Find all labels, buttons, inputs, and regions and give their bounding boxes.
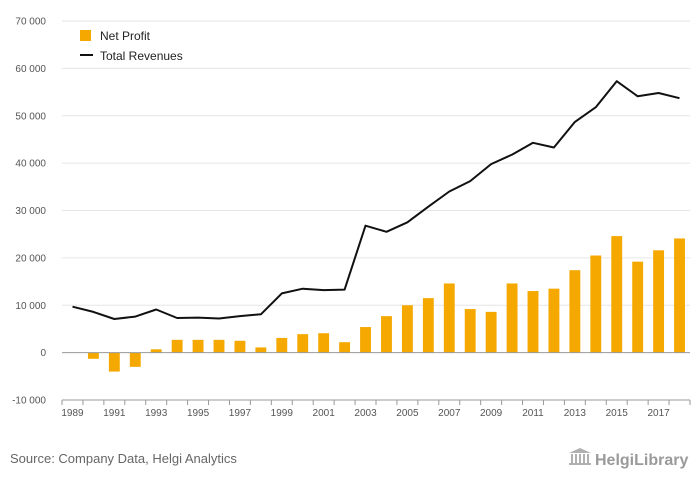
- bar-net-profit-2013: [569, 270, 581, 353]
- bar-net-profit-2016: [632, 261, 644, 353]
- bar-net-profit-1996: [213, 339, 225, 353]
- x-tick-label: 2015: [606, 408, 629, 419]
- bar-net-profit-1990: [87, 352, 99, 359]
- bar-net-profit-2002: [339, 342, 351, 353]
- y-tick-label: 40 000: [15, 159, 46, 170]
- bar-net-profit-2011: [527, 291, 539, 353]
- x-tick-label: 1997: [229, 408, 252, 419]
- bar-net-profit-2003: [360, 327, 371, 353]
- bar-net-profit-1997: [234, 340, 246, 353]
- bar-net-profit-1992: [129, 352, 141, 367]
- x-tick-label: 2017: [647, 408, 670, 419]
- x-tick-label: 2013: [564, 408, 587, 419]
- total-revenues-line-group: [72, 80, 680, 320]
- line-total-revenues: [72, 80, 680, 320]
- x-tick-label: 2003: [354, 408, 377, 419]
- grid-lines: [62, 20, 690, 401]
- x-tick-label: 2009: [480, 408, 503, 419]
- y-tick-label: -10 000: [12, 396, 46, 407]
- library-building-icon: [569, 448, 591, 465]
- x-axis: [61, 352, 691, 405]
- bar-net-profit-2017: [653, 250, 665, 353]
- bar-net-profit-2005: [401, 305, 413, 353]
- y-tick-label: 0: [40, 348, 46, 359]
- x-tick-label: 1989: [61, 408, 84, 419]
- x-tick-label: 1995: [187, 408, 210, 419]
- bar-net-profit-2000: [297, 334, 309, 353]
- y-tick-label: 60 000: [15, 64, 46, 75]
- y-axis-tick-labels: -10 000 0 10 000 20 000 30 000 40 000 50 000 60…: [12, 17, 46, 407]
- legend: Net Profit Total Revenues: [80, 29, 183, 63]
- y-tick-label: 30 000: [15, 206, 46, 217]
- bar-net-profit-2008: [464, 309, 476, 353]
- x-tick-label: 1993: [145, 408, 168, 419]
- bar-net-profit-2007: [443, 283, 455, 353]
- bar-net-profit-1998: [255, 347, 267, 353]
- bar-net-profit-2018: [674, 238, 685, 353]
- bar-net-profit-1999: [276, 337, 288, 353]
- y-tick-label: 50 000: [15, 111, 46, 122]
- bar-net-profit-2001: [318, 333, 330, 353]
- y-tick-label: 70 000: [15, 17, 46, 28]
- bar-net-profit-2015: [611, 236, 623, 353]
- x-axis-tick-labels: 1989 1991 1993 1995 1997 1999 2001 2003 2005 2007…: [61, 408, 670, 419]
- bar-net-profit-2004: [381, 316, 392, 353]
- x-tick-label: 2005: [396, 408, 419, 419]
- x-tick-label: 2007: [438, 408, 461, 419]
- x-tick-label: 1999: [271, 408, 294, 419]
- bar-net-profit-2006: [422, 298, 434, 353]
- x-tick-label: 2001: [313, 408, 336, 419]
- helgi-library-logo: HelgiLibrary: [569, 448, 688, 469]
- legend-swatch-net-profit: [80, 30, 91, 41]
- y-tick-label: 10 000: [15, 301, 46, 312]
- source-text: Source: Company Data, Helgi Analytics: [10, 451, 237, 466]
- bar-net-profit-1993: [150, 349, 162, 353]
- bar-net-profit-1994: [171, 339, 183, 353]
- brand-text: HelgiLibrary: [595, 452, 688, 469]
- bar-net-profit-2009: [485, 311, 497, 353]
- y-tick-label: 20 000: [15, 253, 46, 264]
- bar-net-profit-2012: [548, 288, 560, 353]
- bar-net-profit-2014: [590, 255, 602, 353]
- legend-label-net-profit: Net Profit: [100, 29, 151, 43]
- net-profit-bars: [87, 236, 685, 372]
- bar-net-profit-2010: [506, 283, 518, 353]
- x-tick-label: 1991: [103, 408, 126, 419]
- bar-net-profit-1991: [108, 352, 120, 372]
- bar-net-profit-1995: [192, 339, 204, 353]
- x-tick-label: 2011: [522, 408, 544, 419]
- legend-label-total-revenues: Total Revenues: [100, 49, 183, 63]
